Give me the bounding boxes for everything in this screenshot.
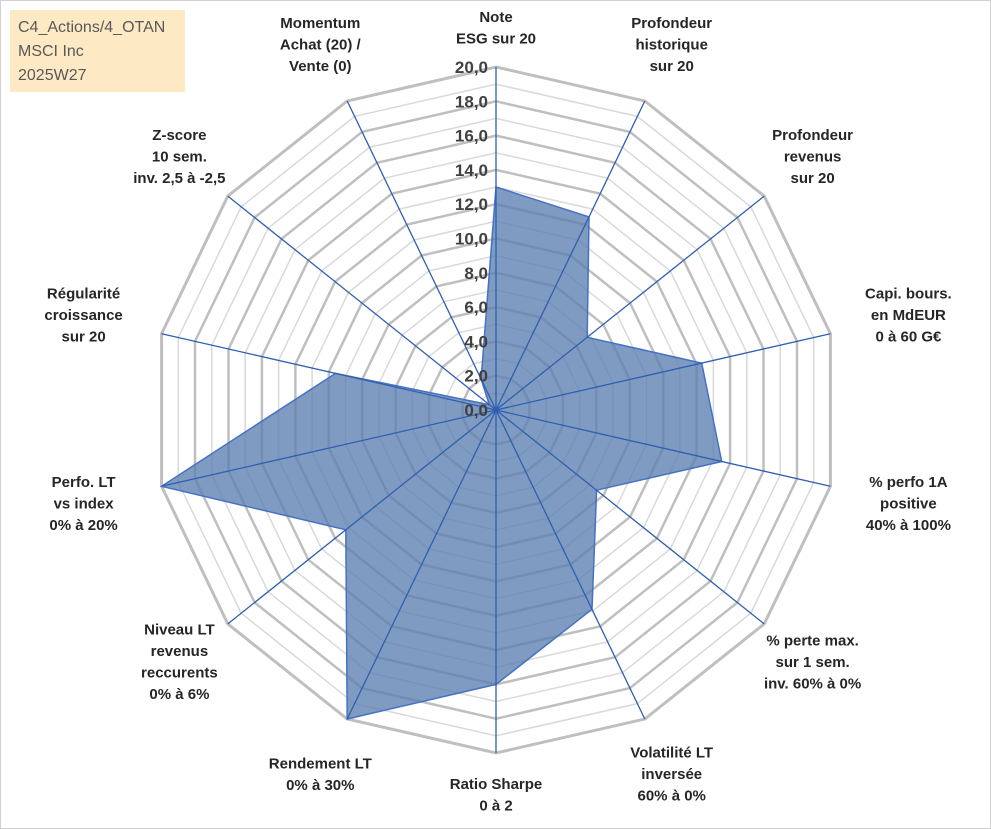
axis-label-line: inv. 2,5 à -2,5 [133,170,225,187]
axis-label-line: Achat (20) / [280,36,362,53]
axis-spoke [495,195,765,411]
tick-label: 0,0 [464,401,488,420]
axis-label-line: vs index [54,495,115,512]
axis-label-line: sur 20 [650,58,694,75]
info-box: C4_Actions/4_OTAN MSCI Inc 2025W27 [10,10,185,92]
axis-label-line: Perfo. LT [52,474,116,491]
axis-spoke [495,409,831,487]
axis-label-line: Z-score [152,127,206,144]
radar-tick-labels: 0,0 2,0 4,0 6,0 8,0 10,0 12,0 14,0 16,0 18,0 20,0 [455,58,488,420]
tick-label: 8,0 [464,264,488,283]
axis-label: Régularité croissance sur 20 [44,286,122,346]
axis-spoke [346,100,497,411]
axis-label-line: croissance [44,307,122,324]
axis-label: Ratio Sharpe 0 à 2 [450,776,543,815]
axis-label-line: 0% à 20% [49,517,117,534]
tick-label: 2,0 [464,367,488,386]
axis-label: Capi. bours. en MdEUR 0 à 60 G€ [865,286,952,346]
axis-spoke [495,333,831,411]
axis-label: Z-score 10 sem. inv. 2,5 à -2,5 [133,127,225,187]
axis-label-line: Capi. bours. [865,286,952,303]
axis-label-line: positive [880,495,937,512]
axis-label-line: ESG sur 20 [456,31,536,48]
axis-label-line: Profondeur [631,15,712,32]
axis-label: % perfo 1A positive 40% à 100% [866,474,951,534]
axis-label-line: historique [635,36,708,53]
tick-label: 20,0 [455,58,488,77]
axis-label-line: 60% à 0% [638,788,706,805]
axis-label-line: 10 sem. [152,149,207,166]
axis-label-line: 0% à 30% [286,777,354,794]
radar-spokes [161,67,831,753]
axis-label: Perfo. LT vs index 0% à 20% [49,474,117,534]
axis-spoke [495,409,646,720]
axis-label-line: 0 à 2 [479,798,512,815]
axis-label: Volatilité LT inversée 60% à 0% [630,745,713,805]
axis-label-line: Profondeur [772,127,853,144]
tick-label: 12,0 [455,195,488,214]
axis-label-line: Rendement LT [269,755,372,772]
axis-label-line: reccurents [141,665,218,682]
axis-spoke [161,333,497,411]
axis-label-line: sur 20 [61,329,105,346]
tick-label: 18,0 [455,92,488,111]
axis-label-line: Note [479,9,512,26]
axis-spoke [495,409,765,625]
axis-label-line: revenus [151,643,209,660]
axis-label-line: inversée [641,766,702,783]
axis-spoke [227,195,497,411]
axis-label-line: Niveau LT [144,622,215,639]
axis-label: Niveau LT revenus reccurents 0% à 6% [141,622,218,704]
axis-label-line: % perfo 1A [869,474,948,491]
week-label: 2025W27 [18,67,87,84]
tick-label: 4,0 [464,332,488,351]
axis-label-line: en MdEUR [871,307,946,324]
tick-label: 6,0 [464,298,488,317]
axis-label-line: 40% à 100% [866,517,951,534]
axis-label-line: Régularité [47,286,120,303]
axis-label-line: % perte max. [766,632,859,649]
portfolio-name: C4_Actions/4_OTAN [18,19,166,36]
axis-label-line: Volatilité LT [630,745,713,762]
axis-label: Profondeur revenus sur 20 [772,127,853,187]
axis-label-line: Momentum [280,15,360,32]
tick-label: 10,0 [455,230,488,249]
axis-label-line: inv. 60% à 0% [764,675,861,692]
axis-label: Note ESG sur 20 [456,9,536,48]
axis-label-line: Ratio Sharpe [450,776,543,793]
tick-label: 14,0 [455,161,488,180]
axis-label-line: 0% à 6% [149,686,209,703]
axis-spoke [161,409,497,487]
axis-label-line: 0 à 60 G€ [875,329,942,346]
tick-label: 16,0 [455,127,488,146]
axis-label: Momentum Achat (20) / Vente (0) [280,15,362,75]
axis-label: % perte max. sur 1 sem. inv. 60% à 0% [764,632,861,692]
axis-label: Profondeur historique sur 20 [631,15,712,75]
axis-spoke [495,100,646,411]
company-name: MSCI Inc [18,43,84,60]
axis-spoke [346,409,497,720]
axis-label-line: revenus [784,149,842,166]
radar-axis-labels: Note ESG sur 20 Profondeur historique sur 20… [44,9,951,815]
axis-label-line: Vente (0) [289,58,352,75]
axis-label-line: sur 1 sem. [775,654,849,671]
axis-label: Rendement LT 0% à 30% [269,755,372,794]
axis-spoke [227,409,497,625]
axis-label-line: sur 20 [790,170,834,187]
